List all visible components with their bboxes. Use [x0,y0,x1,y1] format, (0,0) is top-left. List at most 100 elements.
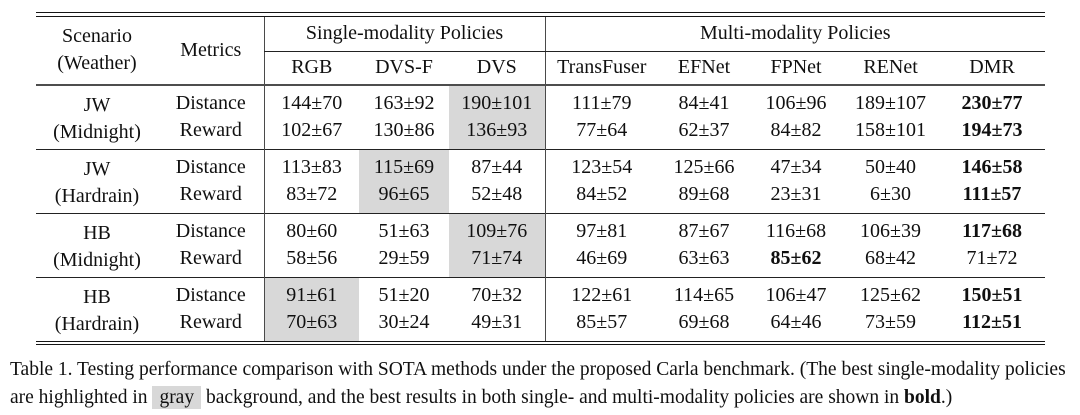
row-jw-hardrain-distance: JW (Hardrain) Distance 113±83 115±69 87±… [36,148,1046,214]
value-cell: 113±83 [263,148,359,181]
value-cell: 64±46 [770,310,822,333]
value-cell: 51±63 [359,212,449,245]
value-cell: 111±79 [544,84,659,117]
header-scenario-line2: (Weather) [57,52,137,75]
value-cell-gray: 190±101 [449,84,546,117]
value-cell-bold: 111±57 [962,182,1022,205]
value-cell-gray: 109±76 [449,212,546,245]
value-cell: 58±56 [263,244,359,278]
caption-line2: are highlighted in gray background, and … [10,385,953,409]
header-policy-rgb: RGB [263,51,359,86]
value-cell-bold: 150±51 [939,276,1046,309]
value-cell-bold: 112±51 [962,310,1022,333]
value-cell-gray: 91±61 [263,276,359,309]
performance-table: Scenario (Weather) Metrics Single-modali… [36,16,1046,341]
value-cell-bold: 194±73 [961,118,1023,141]
value-cell-bold: 85±62 [770,246,822,269]
table-top-rule [36,12,1045,17]
metric-label: Distance [158,276,264,309]
value-cell: 68±42 [865,246,917,269]
value-cell-gray: 136±93 [449,116,546,150]
header-policy-fpnet: FPNet [750,51,843,86]
table-bottom-rule [36,340,1045,346]
value-cell: 125±66 [658,148,751,181]
scenario-cell: JW (Midnight) [53,94,141,144]
value-cell: 23±31 [770,182,822,205]
metric-label: Distance [158,212,264,245]
value-cell: 97±81 [544,212,659,245]
header-policy-dvsf: DVS-F [359,51,449,86]
header-group-multi: Multi-modality Policies [544,16,1046,52]
row-jw-midnight-distance: JW (Midnight) Distance 144±70 163±92 190… [36,84,1045,143]
metric-label: Distance [175,91,246,114]
header-policy-renet: RENet [842,51,940,86]
caption-line1: Table 1. Testing performance comparison … [10,359,1066,380]
value-cell: 50±40 [842,148,940,181]
value-cell: 89±68 [678,182,730,205]
scenario-cell: HB (Midnight) [36,212,158,278]
value-cell: 84±82 [770,118,822,141]
gray-chip: gray [152,385,202,409]
value-cell-gray: 71±74 [449,244,546,278]
bold-word: bold [904,386,941,408]
row-hb-midnight-reward: Reward 58±56 29±59 71±74 46±69 63±63 85±… [36,244,1045,278]
value-cell: 106±39 [842,212,940,245]
value-cell: 46±69 [544,244,659,278]
value-cell: 30±24 [378,310,430,333]
header-policy-dvs: DVS [449,51,546,86]
header-metrics: Metrics [158,16,264,86]
value-cell: 102±67 [263,116,359,150]
header-group-single: Single-modality Policies [263,16,546,52]
value-cell-bold: 230±77 [961,91,1023,114]
value-cell: 69±68 [678,310,730,333]
value-cell: 51±20 [359,276,449,309]
header-group-row: Scenario (Weather) Metrics Single-modali… [36,16,1046,86]
value-cell: 62±37 [678,118,730,141]
metric-label: Reward [179,182,242,205]
scenario-cell: HB (Hardrain) [36,276,158,341]
value-cell: 80±60 [263,212,359,245]
value-cell: 84±52 [544,180,659,214]
row-jw-midnight-reward: Reward 102±67 130±86 136±93 77±64 62±37 … [36,116,1045,150]
row-hb-hardrain-distance: HB (Hardrain) Distance 91±61 51±20 70±32… [36,276,1046,341]
value-cell: 130±86 [373,118,435,141]
header-policy-efnet: EFNet [658,51,751,86]
value-cell: 63±63 [678,246,730,269]
metric-label: Reward [179,246,242,269]
header-scenario: Scenario (Weather) [36,16,158,86]
value-cell: 125±62 [842,276,940,309]
value-cell-gray: 96±65 [359,180,449,214]
value-cell: 6±30 [870,182,912,205]
value-cell: 106±47 [750,276,843,309]
value-cell: 49±31 [471,310,523,333]
value-cell: 106±96 [765,91,827,114]
value-cell: 85±57 [544,308,659,341]
row-jw-hardrain-reward: Reward 83±72 96±65 52±48 84±52 89±68 23±… [36,180,1045,214]
value-cell: 52±48 [471,182,523,205]
value-cell: 144±70 [263,84,359,117]
value-cell: 87±67 [658,212,751,245]
value-cell: 83±72 [263,180,359,214]
value-cell: 122±61 [544,276,659,309]
header-policy-dmr: DMR [939,51,1046,86]
value-cell: 77±64 [544,116,659,150]
value-cell: 70±32 [449,276,546,309]
value-cell: 163±92 [373,91,435,114]
row-hb-hardrain-reward: Reward 70±63 30±24 49±31 85±57 69±68 64±… [36,308,1045,341]
metric-label: Reward [179,310,242,333]
scenario-cell: JW (Hardrain) [36,148,158,214]
results-table: Scenario (Weather) Metrics Single-modali… [36,12,1046,346]
value-cell-gray: 115±69 [359,148,449,181]
metric-label: Reward [179,118,242,141]
value-cell: 29±59 [378,246,430,269]
value-cell: 87±44 [449,148,546,181]
value-cell-bold: 146±58 [939,148,1046,181]
header-policy-row: RGB DVS-F DVS TransFuser EFNet FPNet REN… [36,51,1046,86]
value-cell: 73±59 [865,310,917,333]
header-policy-transfuser: TransFuser [544,51,659,86]
value-cell: 114±65 [658,276,751,309]
header-scenario-line1: Scenario [62,25,132,48]
value-cell: 71±72 [966,246,1018,269]
metric-label: Distance [158,148,264,181]
